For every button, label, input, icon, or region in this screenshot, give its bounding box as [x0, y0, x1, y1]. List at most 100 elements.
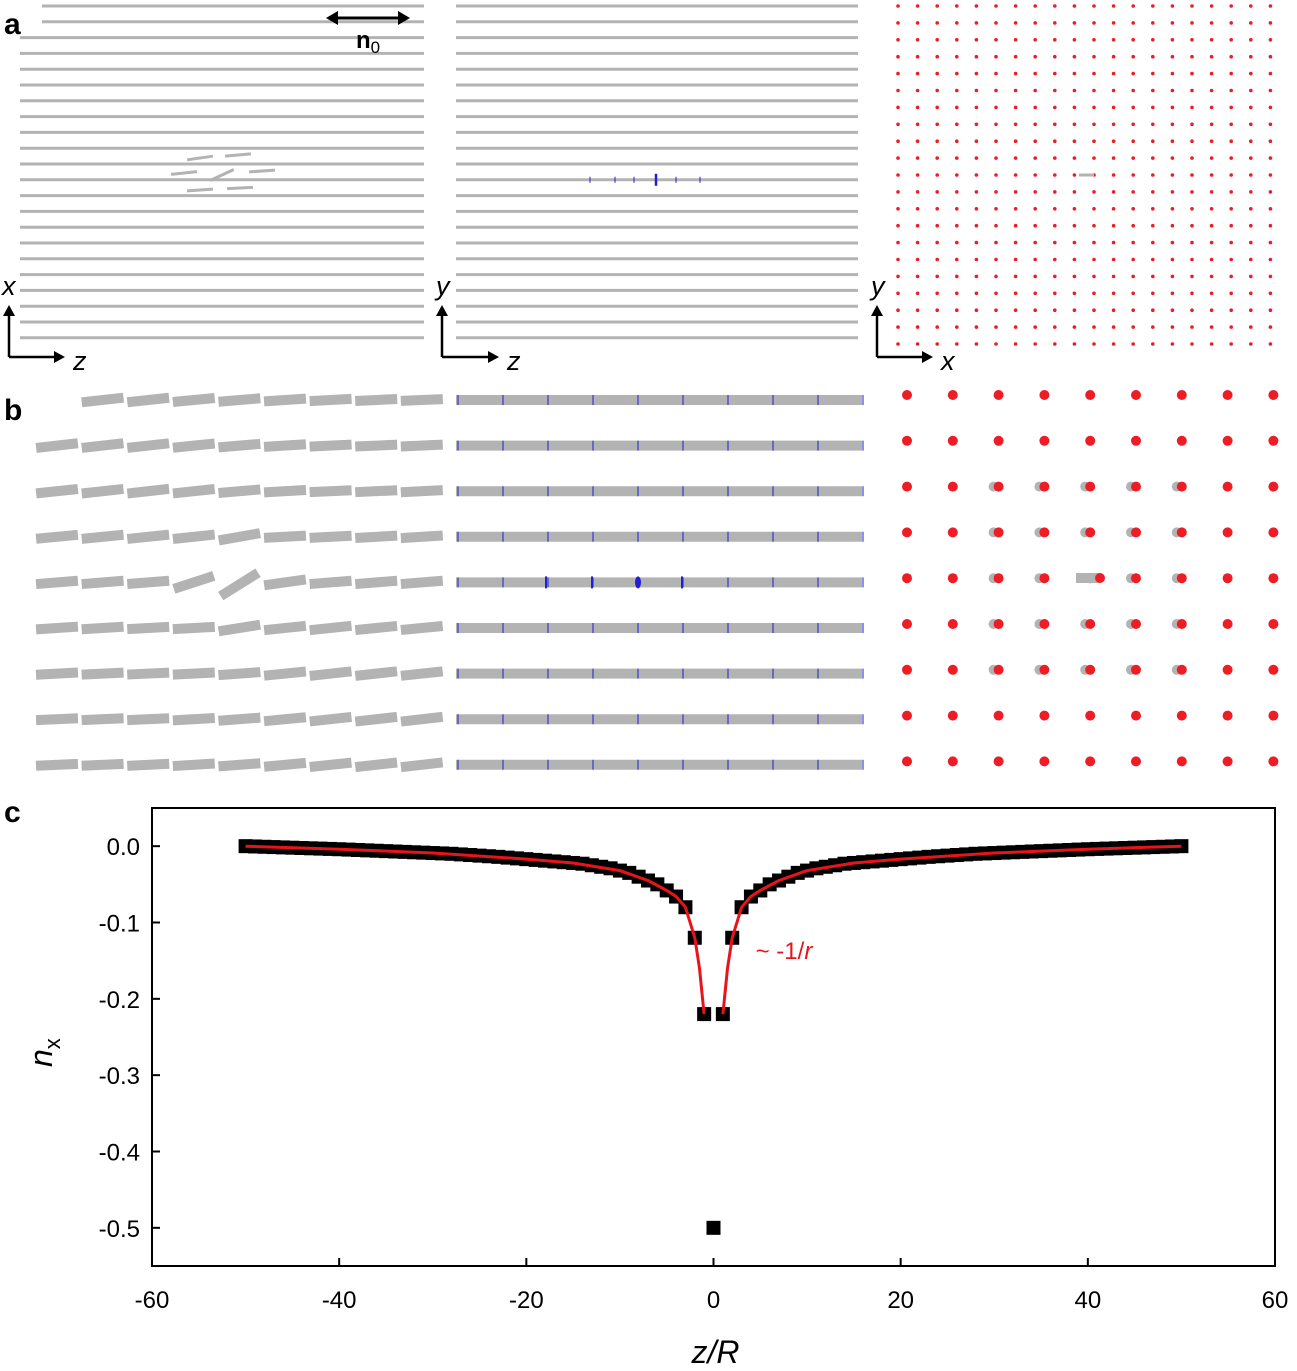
zoom-director-dot: [1222, 710, 1233, 721]
director-dot: [1053, 4, 1057, 8]
director-dot: [1151, 342, 1155, 346]
zoom-director-rod: [35, 758, 79, 771]
director-dot: [1229, 291, 1233, 296]
zoom-director-dot: [947, 619, 958, 629]
director-dot: [1053, 139, 1057, 143]
director-dot: [974, 274, 979, 279]
fit-line-right: [721, 844, 1182, 1015]
director-dot: [1151, 88, 1155, 93]
zoom-director-dot: [993, 573, 1004, 584]
zoom-director-rod: [218, 568, 261, 601]
zoom-director-rod: [354, 439, 398, 452]
director-dot: [1190, 223, 1194, 228]
director-dot: [1190, 156, 1194, 160]
director-dot: [1013, 71, 1018, 76]
director-dot: [1072, 38, 1077, 42]
zoom-director-dot: [1039, 664, 1050, 675]
zoom-director-rod: [354, 530, 398, 544]
zoom-director-dot: [1222, 481, 1233, 492]
director-dot: [1092, 38, 1096, 42]
director-dot: [1151, 122, 1155, 127]
director-dot: [915, 54, 920, 59]
zoom-director-dot: [1176, 710, 1187, 721]
director-dot: [1053, 156, 1057, 160]
zoom-director-rod: [263, 485, 307, 498]
director-dot: [896, 257, 900, 262]
director-dot: [1072, 105, 1077, 110]
zoom-director-dot: [993, 756, 1004, 767]
director-dot: [1229, 88, 1233, 93]
director-dot: [1229, 156, 1233, 160]
director-dot: [1092, 54, 1096, 59]
zoom-director-rod: [81, 529, 124, 544]
director-dot: [1033, 257, 1037, 262]
director-dot: [1053, 54, 1057, 59]
director-dot: [1170, 71, 1175, 76]
director-dot: [1111, 21, 1116, 25]
zoom-director-rod: [400, 757, 444, 773]
zoom-director-rod: [218, 667, 261, 681]
zoom-director-rod: [218, 712, 261, 726]
director-dot: [1190, 4, 1194, 8]
zoom-director-rod: [126, 667, 170, 680]
zoom-director-rod: [81, 621, 124, 635]
director-dot: [1249, 291, 1253, 296]
zoom-director-dot: [1039, 573, 1050, 584]
director-dot: [1190, 257, 1194, 262]
director-dot: [915, 173, 920, 177]
zoom-director-dot: [1222, 664, 1233, 675]
director-dot: [1151, 139, 1155, 143]
director-dot: [1229, 207, 1233, 211]
axes-indicator-xy: y x: [869, 271, 956, 376]
data-point: [1174, 839, 1189, 854]
director-dot: [1170, 173, 1175, 177]
zoom-director-rod: [309, 439, 352, 452]
zoom-director-dot: [902, 619, 912, 629]
director-dot: [1170, 54, 1175, 59]
director-dot: [1072, 325, 1077, 329]
director-dot: [1209, 38, 1214, 42]
zoom-director-rod: [172, 571, 216, 594]
director-dot: [1209, 122, 1214, 127]
zoom-director-dot: [902, 573, 912, 584]
distorted-rod: [226, 185, 254, 191]
director-dot: [974, 122, 979, 127]
zoom-director-rod: [263, 439, 307, 452]
director-dot: [974, 21, 979, 25]
director-dot: [1151, 190, 1155, 194]
director-dot: [1092, 274, 1096, 279]
zoom-director-dot: [902, 435, 912, 446]
director-dot: [1033, 223, 1037, 228]
x-tick-label: 40: [1074, 1287, 1101, 1314]
director-dot: [1229, 173, 1233, 177]
director-dot: [935, 325, 939, 329]
zoom-director-rod: [126, 758, 170, 771]
director-dot: [1072, 223, 1077, 228]
data-point: [697, 1007, 712, 1022]
director-dot: [1111, 274, 1116, 279]
zoom-director-dot: [947, 435, 958, 446]
director-dot: [955, 257, 959, 262]
panel-a-xy-dots: y x: [869, 4, 1273, 376]
director-dot: [1033, 342, 1037, 346]
y-tick-label: -0.4: [99, 1140, 140, 1167]
zoom-director-dot: [1176, 573, 1187, 584]
director-dot: [1053, 223, 1057, 228]
zoom-director-rod: [309, 575, 352, 590]
director-dot: [1072, 21, 1077, 25]
director-dot: [1209, 139, 1214, 143]
director-dot: [915, 308, 920, 313]
director-dot: [974, 71, 979, 76]
director-dot: [955, 207, 959, 211]
director-dot: [1151, 274, 1155, 279]
director-dot: [1131, 105, 1135, 110]
zoom-director-dot: [993, 481, 1004, 492]
director-dot: [974, 342, 979, 346]
nx-profile-chart: -60 -40 -20 0 20 40 600.0-0.1-0.2-0.3-0.4-0.5 …: [23, 807, 1288, 1370]
zoom-director-rod: [354, 394, 398, 406]
director-dot: [935, 156, 939, 160]
director-dot: [935, 291, 939, 296]
director-dot: [1229, 21, 1233, 25]
director-dot: [1131, 54, 1135, 59]
director-dot: [1249, 274, 1253, 279]
